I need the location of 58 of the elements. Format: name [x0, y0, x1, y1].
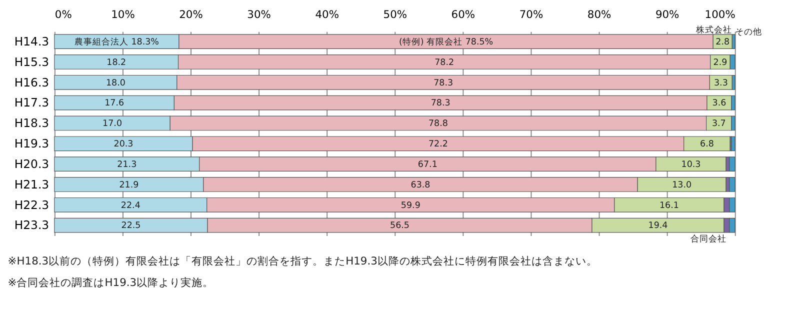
- x-tick-label: 80%: [587, 8, 612, 22]
- y-tick-label: H17.3: [14, 96, 50, 110]
- data-label: 20.3: [114, 140, 134, 150]
- data-label: 19.4: [648, 221, 668, 232]
- x-tick-label: 60%: [451, 8, 476, 22]
- data-label: 78.3: [430, 98, 450, 109]
- y-tick-label: H15.3: [14, 54, 50, 69]
- x-tick-label: 20%: [179, 8, 203, 22]
- y-tick-label: H14.3: [14, 34, 50, 48]
- text: (特例) 有限会社 78.5%: [398, 37, 494, 48]
- y-tick-label: H19.3: [14, 136, 50, 151]
- y-tick-label: H20.3: [14, 156, 50, 171]
- data-label: 22.5: [121, 221, 141, 232]
- data-label: 78.2: [434, 58, 454, 68]
- data-label: 17.6: [104, 98, 124, 109]
- data-label: 10.3: [681, 160, 701, 170]
- data-label: 17.0: [102, 119, 122, 130]
- x-tick-label: 40%: [315, 8, 339, 22]
- text: ※H18.3以前の（特例）有限会社は「有限会社」の割合を指す。またH19.3以降の株式会社に特例有限会社は含まない。: [8, 254, 598, 268]
- data-label: 2.8: [716, 37, 730, 48]
- x-tick-label: 100%: [704, 8, 736, 22]
- series-label: 合同会社: [690, 233, 727, 244]
- series-label: その他: [734, 26, 762, 38]
- data-label: 56.5: [390, 221, 410, 232]
- data-label: 18.0: [106, 78, 126, 88]
- data-label: 2.9: [713, 58, 728, 68]
- x-tick-label: 10%: [111, 8, 135, 22]
- data-label: 3.3: [714, 78, 728, 88]
- x-tick-label: 0%: [54, 8, 72, 22]
- x-tick-label: 30%: [247, 8, 271, 22]
- data-label: 21.9: [119, 180, 139, 190]
- data-label: 63.8: [410, 180, 430, 190]
- bar: [729, 177, 736, 192]
- data-label: 59.9: [400, 200, 420, 211]
- data-label: 13.0: [672, 180, 692, 190]
- y-tick-label: H22.3: [14, 198, 50, 212]
- series-label: 株式会社: [695, 24, 732, 36]
- y-tick-label: H18.3: [14, 116, 50, 130]
- text: 農事組合法人 18.3%: [74, 37, 159, 48]
- data-label: 16.1: [659, 200, 679, 211]
- data-label: 72.2: [428, 140, 448, 150]
- data-label: 21.3: [117, 160, 137, 170]
- x-tick-label: 90%: [655, 8, 680, 22]
- y-tick-label: H16.3: [14, 75, 50, 90]
- x-tick-label: 70%: [519, 8, 544, 22]
- data-label: 22.4: [120, 200, 141, 211]
- y-tick-label: H21.3: [14, 177, 50, 192]
- x-tick-label: 50%: [383, 8, 408, 22]
- bar: [729, 156, 736, 172]
- data-label: 78.3: [434, 78, 454, 88]
- text: ※合同会社の調査はH19.3以降より実施。: [8, 276, 214, 290]
- y-tick-label: H23.3: [14, 218, 50, 232]
- data-label: 6.8: [700, 140, 714, 150]
- data-label: 78.8: [428, 119, 448, 130]
- data-label: 18.2: [106, 58, 126, 68]
- data-label: 3.7: [712, 119, 726, 130]
- data-label: 67.1: [418, 160, 438, 170]
- data-label: 3.6: [712, 98, 726, 109]
